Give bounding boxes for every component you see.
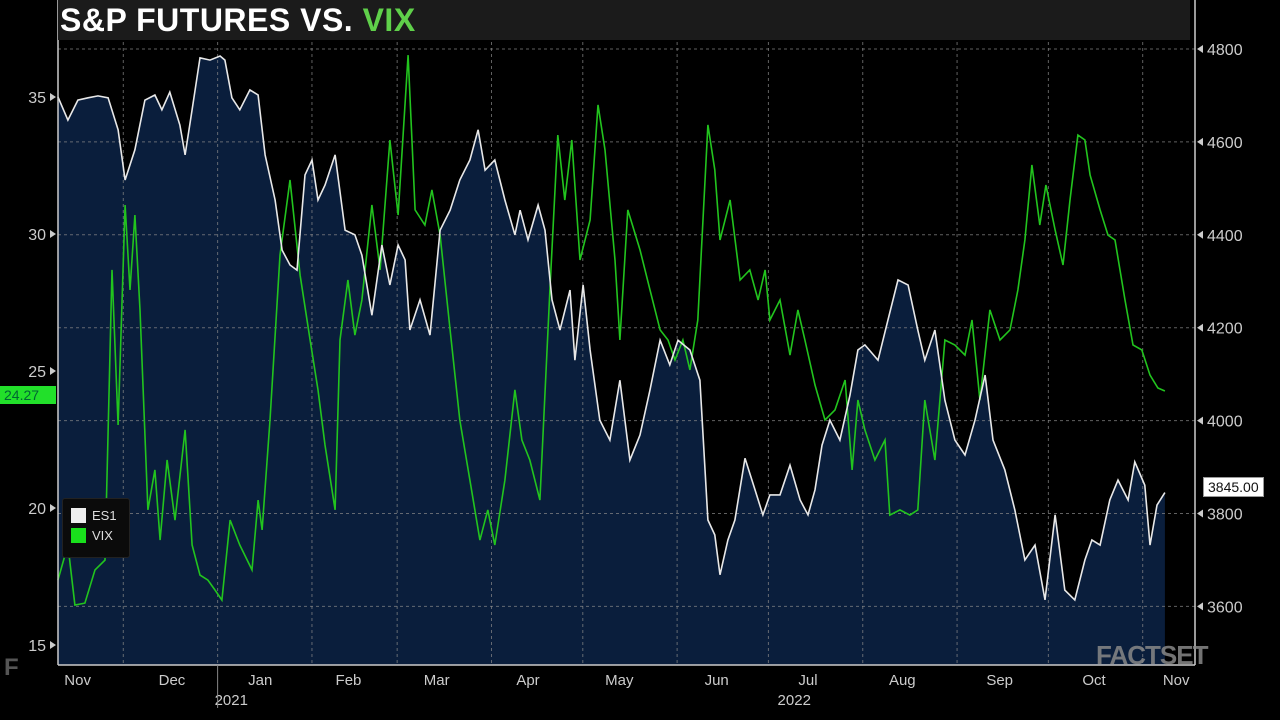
legend-label-vix: VIX — [92, 527, 113, 543]
right-tick — [1197, 602, 1203, 611]
vix-last-value-tag: 24.27 — [0, 386, 56, 404]
factset-logo-icon: F — [4, 654, 19, 681]
legend: ES1 VIX — [62, 498, 130, 558]
right-tick — [1197, 45, 1203, 53]
x-tick-label: Nov — [64, 672, 91, 689]
legend-swatch-vix — [71, 527, 86, 543]
right-tick — [1197, 137, 1203, 146]
right-tick-label: 3600 — [1207, 599, 1243, 616]
x-tick-label: Dec — [159, 672, 186, 689]
legend-item-es1[interactable]: ES1 — [71, 505, 129, 525]
x-tick-label: Jun — [705, 672, 729, 689]
right-tick — [1197, 230, 1203, 239]
left-tick — [50, 641, 56, 649]
title-accent: VIX — [362, 2, 416, 38]
right-tick — [1197, 509, 1203, 518]
left-tick — [50, 230, 56, 238]
es1-line — [57, 55, 1166, 602]
right-tick — [1197, 323, 1203, 332]
left-tick — [50, 504, 56, 512]
right-tick-label: 4200 — [1207, 321, 1243, 338]
title-bar — [58, 0, 1190, 40]
x-tick-label: Aug — [889, 672, 916, 689]
left-tick — [50, 93, 56, 101]
right-tick-label: 3800 — [1207, 507, 1243, 524]
x-tick-label: Oct — [1082, 672, 1106, 689]
right-tick — [1197, 416, 1203, 425]
left-tick-label: 20 — [28, 501, 46, 518]
left-tick-label: 25 — [28, 364, 46, 381]
x-tick-label: Jan — [248, 672, 272, 689]
left-tick-label: 35 — [28, 90, 46, 107]
x-tick-label: Feb — [336, 672, 362, 689]
legend-swatch-es1 — [71, 507, 86, 523]
legend-label-es1: ES1 — [92, 507, 117, 523]
x-tick-label: May — [605, 672, 634, 689]
x-tick-label: Nov — [1163, 672, 1190, 689]
chart-title: S&P FUTURES VS. VIX — [60, 2, 416, 39]
right-tick-label: 4400 — [1207, 228, 1243, 245]
es1-area-fill — [57, 56, 1165, 665]
right-tick-label: 4800 — [1207, 42, 1243, 59]
x-tick-label: Apr — [516, 672, 539, 689]
right-tick-label: 4000 — [1207, 414, 1243, 431]
x-tick-label: Jul — [798, 672, 817, 689]
right-tick-label: 4600 — [1207, 135, 1243, 152]
left-tick-label: 30 — [28, 227, 46, 244]
year-label: 2021 — [215, 692, 248, 709]
es1-last-value-tag: 3845.00 — [1203, 477, 1264, 497]
x-tick-label: Mar — [424, 672, 450, 689]
factset-watermark: FACTSET — [1096, 640, 1208, 670]
left-tick — [50, 367, 56, 375]
title-main: S&P FUTURES VS. — [60, 2, 363, 38]
left-tick-label: 15 — [28, 638, 46, 655]
year-label: 2022 — [778, 692, 811, 709]
legend-item-vix[interactable]: VIX — [71, 525, 129, 545]
x-tick-label: Sep — [986, 672, 1013, 689]
vix-line — [57, 55, 1166, 606]
